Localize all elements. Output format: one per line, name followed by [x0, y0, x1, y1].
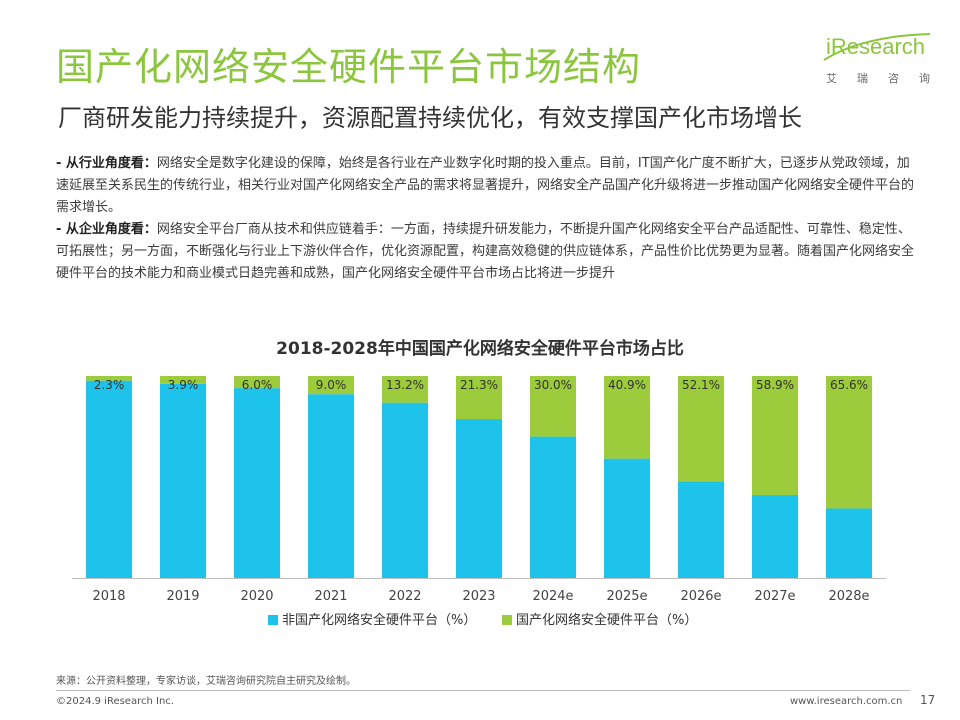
page-title: 国产化网络安全硬件平台市场结构 — [56, 45, 642, 89]
legend-label: 国产化网络安全硬件平台（%） — [516, 612, 697, 628]
paragraph-text: 网络安全是数字化建设的保障，始终是各行业在产业数字化时期的投入重点。目前，IT国… — [56, 156, 915, 215]
bar-non-domestic — [752, 494, 798, 578]
bar-non-domestic — [86, 380, 132, 578]
data-label: 21.3% — [460, 378, 498, 392]
bar-non-domestic — [234, 388, 280, 578]
data-label: 9.0% — [316, 378, 347, 392]
bar-non-domestic — [160, 383, 206, 578]
bar-non-domestic — [308, 394, 354, 578]
logo-cn-char: 瑞 — [857, 72, 868, 85]
body-paragraphs: - 从行业角度看：网络安全是数字化建设的保障，始终是各行业在产业数字化时期的投入… — [56, 153, 916, 285]
bar-non-domestic — [456, 419, 502, 578]
bar-non-domestic — [678, 481, 724, 578]
footer-divider — [56, 690, 910, 691]
stacked-bar-chart: 2.3% 2018 3.9% 2019 6.0% 2020 9.0% 2021 13.2% 202… — [72, 376, 886, 628]
legend-swatch — [268, 615, 278, 625]
bar-domestic — [308, 376, 354, 395]
bar-domestic — [234, 376, 280, 389]
x-tick-label: 2020 — [240, 589, 273, 604]
bar-domestic — [752, 376, 798, 495]
data-label: 52.1% — [682, 378, 720, 392]
logo-swoosh-icon — [823, 33, 931, 61]
bar-domestic — [160, 376, 206, 384]
bar-domestic — [456, 376, 502, 420]
bar-domestic — [86, 376, 132, 381]
data-label: 58.9% — [756, 378, 794, 392]
bar-domestic — [678, 376, 724, 482]
x-tick-label: 2026e — [680, 589, 721, 604]
paragraph-head: - 从企业角度看： — [56, 222, 157, 237]
x-tick-label: 2021 — [314, 589, 347, 604]
x-tick-label: 2018 — [92, 589, 125, 604]
paragraph-text: 网络安全平台厂商从技术和供应链着手：一方面，持续提升研发能力，不断提升国产化网络… — [56, 222, 915, 281]
x-tick-label: 2027e — [754, 589, 795, 604]
bar-non-domestic — [382, 402, 428, 578]
paragraph-enterprise: - 从企业角度看：网络安全平台厂商从技术和供应链着手：一方面，持续提升研发能力，… — [56, 219, 916, 285]
bar-domestic — [530, 376, 576, 437]
paragraph-head: - 从行业角度看： — [56, 156, 157, 171]
logo-cn-chars: 艾 瑞 咨 询 — [826, 70, 930, 86]
x-tick-label: 2028e — [828, 589, 869, 604]
logo-wordmark: iResearch — [826, 34, 926, 59]
bar-domestic — [826, 376, 872, 509]
bar-domestic — [382, 376, 428, 403]
footer-url: www.iresearch.com.cn — [790, 696, 903, 707]
x-tick-label: 2023 — [462, 589, 495, 604]
legend-label: 非国产化网络安全硬件平台（%） — [282, 612, 476, 628]
logo-cn-char: 艾 — [826, 72, 837, 85]
x-tick-label: 2025e — [606, 589, 647, 604]
bar-non-domestic — [604, 458, 650, 578]
page-number: 17 — [920, 693, 936, 707]
source-note: 来源：公开资料整理，专家访谈，艾瑞咨询研究院自主研究及绘制。 — [56, 676, 356, 687]
bar-non-domestic — [826, 508, 872, 578]
data-label: 3.9% — [168, 378, 199, 392]
copyright: ©2024.9 iResearch Inc. — [56, 696, 174, 707]
bar-non-domestic — [530, 436, 576, 578]
x-tick-label: 2022 — [388, 589, 421, 604]
data-label: 6.0% — [242, 378, 273, 392]
iresearch-logo: iResearch 艾 瑞 咨 询 — [822, 30, 932, 86]
x-tick-label: 2024e — [532, 589, 573, 604]
x-tick-label: 2019 — [166, 589, 199, 604]
paragraph-industry: - 从行业角度看：网络安全是数字化建设的保障，始终是各行业在产业数字化时期的投入… — [56, 153, 916, 219]
data-label: 40.9% — [608, 378, 646, 392]
bar-domestic — [604, 376, 650, 459]
legend-swatch — [502, 615, 512, 625]
logo-cn-char: 询 — [919, 72, 930, 85]
data-label: 30.0% — [534, 378, 572, 392]
chart-title: 2018-2028年中国国产化网络安全硬件平台市场占比 — [276, 339, 684, 359]
data-label: 13.2% — [386, 378, 424, 392]
data-label: 65.6% — [830, 378, 868, 392]
logo-cn-char: 咨 — [888, 72, 899, 85]
data-label: 2.3% — [94, 378, 125, 392]
page-subtitle: 厂商研发能力持续提升，资源配置持续优化，有效支撑国产化市场增长 — [58, 104, 802, 132]
